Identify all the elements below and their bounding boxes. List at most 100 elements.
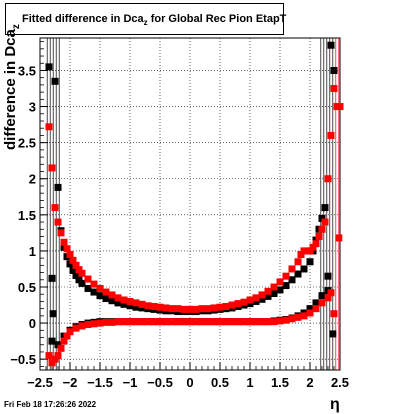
data-point-red — [294, 313, 302, 321]
data-point-red — [168, 305, 176, 313]
data-point-black — [132, 303, 140, 311]
error-bars — [46, 38, 340, 370]
x-tick-label: 2 — [306, 375, 313, 390]
y-tick-label: 0.5 — [18, 280, 36, 295]
data-point-black — [138, 304, 146, 312]
data-point-red — [264, 318, 272, 326]
data-point-black — [54, 341, 62, 349]
data-point-red — [156, 303, 164, 311]
chart-title: Fitted difference in Dcaz for Global Rec… — [22, 13, 286, 27]
data-point-black — [282, 282, 290, 290]
data-point-red — [102, 318, 110, 326]
data-point-black — [246, 300, 254, 308]
data-point-red — [174, 318, 182, 326]
data-point-red — [144, 318, 152, 326]
data-point-red — [198, 318, 206, 326]
data-point-red — [192, 318, 200, 326]
data-point-red — [48, 164, 56, 172]
data-point-black — [294, 270, 302, 278]
data-point-black — [108, 297, 116, 305]
data-point-black — [69, 266, 77, 274]
data-point-red — [72, 324, 80, 332]
data-point-red — [246, 296, 254, 304]
chart-title-box: Fitted difference in Dcaz for Global Rec… — [5, 3, 286, 35]
data-point-black — [321, 204, 329, 212]
data-point-red — [204, 318, 212, 326]
data-point-red — [335, 234, 343, 242]
data-point-red — [336, 103, 344, 111]
data-point-red — [276, 317, 284, 325]
data-point-red — [54, 352, 62, 360]
data-point-red — [315, 232, 323, 240]
data-point-black — [48, 337, 56, 345]
x-tick-label: 1 — [246, 375, 253, 390]
y-tick-label: −0.5 — [10, 352, 36, 367]
y-axis-label-main: difference in Dca — [2, 29, 19, 150]
data-point-red — [63, 332, 71, 340]
data-point-red — [48, 359, 56, 367]
data-point-red — [327, 131, 335, 139]
data-point-red — [150, 302, 158, 310]
data-point-red — [324, 175, 332, 183]
data-point-red — [288, 315, 296, 323]
data-point-red — [63, 245, 71, 253]
data-point-red — [312, 240, 320, 248]
data-point-red — [138, 300, 146, 308]
x-tick-label: 1.5 — [271, 375, 289, 390]
data-point-red — [84, 275, 92, 283]
data-point-black — [126, 302, 134, 310]
data-point-red — [300, 312, 308, 320]
data-point-black — [318, 214, 326, 222]
data-point-red — [162, 304, 170, 312]
chart-title-main: Fitted difference in Dca — [22, 13, 144, 25]
data-point-black — [264, 292, 272, 300]
data-point-red — [132, 299, 140, 307]
data-point-red — [330, 85, 338, 93]
data-point-red — [90, 280, 98, 288]
data-point-red — [264, 287, 272, 295]
data-point-black — [312, 236, 320, 244]
data-point-red — [78, 322, 86, 330]
chart-title-sub: z — [143, 18, 148, 28]
x-tick-label: −0.5 — [147, 375, 173, 390]
data-point-red — [75, 266, 83, 274]
data-point-black — [48, 274, 56, 282]
data-point-red — [204, 305, 212, 313]
data-point-black — [324, 272, 332, 280]
data-point-red — [51, 355, 59, 363]
y-axis-label-sub: z — [11, 24, 22, 30]
data-point-black — [276, 286, 284, 294]
data-point-black — [288, 276, 296, 284]
x-tick-label: 0 — [186, 375, 193, 390]
data-point-red — [198, 305, 206, 313]
data-point-red — [216, 318, 224, 326]
data-point-black — [102, 295, 110, 303]
y-tick-label: 2 — [29, 172, 36, 187]
x-tick-label: 2.5 — [331, 375, 349, 390]
data-point-red — [126, 318, 134, 326]
chart-title-rest: for Global Rec Pion EtapT — [147, 13, 287, 25]
data-point-black — [66, 260, 74, 268]
data-point-red — [258, 318, 266, 326]
data-point-red — [327, 289, 335, 297]
y-axis-label: difference in Dcaz — [2, 24, 22, 150]
data-point-red — [66, 251, 74, 259]
data-point-red — [180, 305, 188, 313]
data-point-black — [306, 258, 314, 266]
data-point-red — [246, 318, 254, 326]
data-point-red — [54, 218, 62, 226]
data-point-red — [162, 318, 170, 326]
data-point-red — [306, 247, 314, 255]
data-point-red — [84, 321, 92, 329]
data-point-red — [51, 204, 59, 212]
data-point-red — [270, 283, 278, 291]
data-point-red — [180, 318, 188, 326]
data-point-red — [78, 269, 86, 277]
data-point-red — [210, 304, 218, 312]
data-point-red — [132, 318, 140, 326]
y-tick-label: 2.5 — [18, 136, 36, 151]
data-point-red — [96, 319, 104, 327]
data-point-red — [297, 251, 305, 259]
data-point-red — [321, 218, 329, 226]
data-point-black — [78, 279, 86, 287]
